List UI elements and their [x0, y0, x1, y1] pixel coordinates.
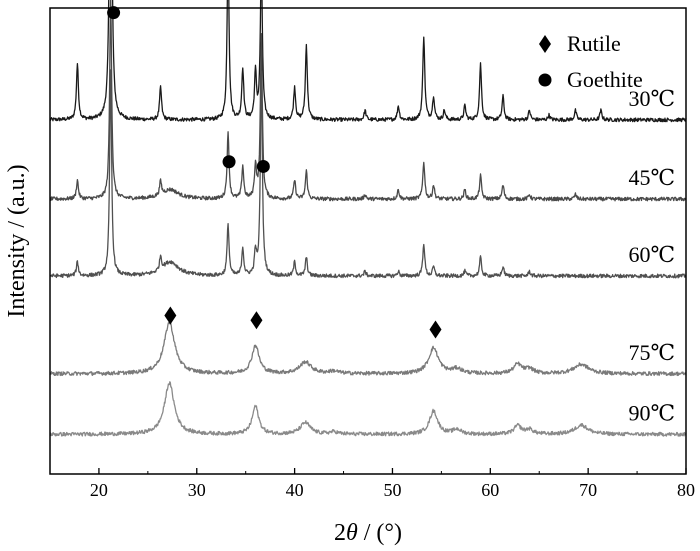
series-label-3: 75℃ — [628, 340, 675, 365]
series-line-4 — [49, 381, 687, 437]
legend: Rutile Goethite — [538, 31, 643, 92]
x-axis: 20 30 40 50 60 70 80 — [90, 468, 695, 500]
x-tick-label-1: 30 — [188, 480, 206, 500]
series-label-4: 90℃ — [628, 400, 675, 425]
series-label-0: 30℃ — [628, 86, 675, 111]
series-label-2: 60℃ — [628, 242, 675, 267]
x-tick-label-0: 20 — [90, 480, 108, 500]
plot-area: 30℃ 45℃ 60℃ 75℃ 90℃ — [49, 0, 687, 437]
legend-label-0: Rutile — [567, 31, 621, 56]
circle-marker-2 — [256, 159, 270, 173]
x-tick-label-3: 50 — [383, 480, 401, 500]
plot-frame — [49, 7, 687, 475]
x-axis-title: 2θ / (°) — [334, 520, 402, 546]
legend-diamond-marker — [539, 35, 551, 53]
diamond-marker-3 — [164, 306, 177, 325]
x-tick-label-2: 40 — [286, 480, 304, 500]
circle-marker-1 — [222, 155, 236, 169]
y-axis-title: Intensity / (a.u.) — [4, 164, 30, 317]
diamond-marker-4 — [250, 311, 263, 330]
peak-markers — [107, 6, 442, 339]
series-line-1 — [49, 0, 687, 202]
legend-label-1: Goethite — [567, 67, 643, 92]
series-line-3 — [49, 321, 687, 377]
x-tick-label-6: 80 — [677, 480, 695, 500]
series-line-2 — [49, 69, 687, 279]
series-line-0 — [49, 0, 687, 123]
x-tick-label-5: 70 — [579, 480, 597, 500]
x-tick-label-4: 60 — [481, 480, 499, 500]
series-label-1: 45℃ — [628, 165, 675, 190]
circle-marker-0 — [107, 6, 121, 20]
diamond-marker-5 — [429, 320, 442, 339]
legend-circle-marker — [538, 73, 552, 87]
